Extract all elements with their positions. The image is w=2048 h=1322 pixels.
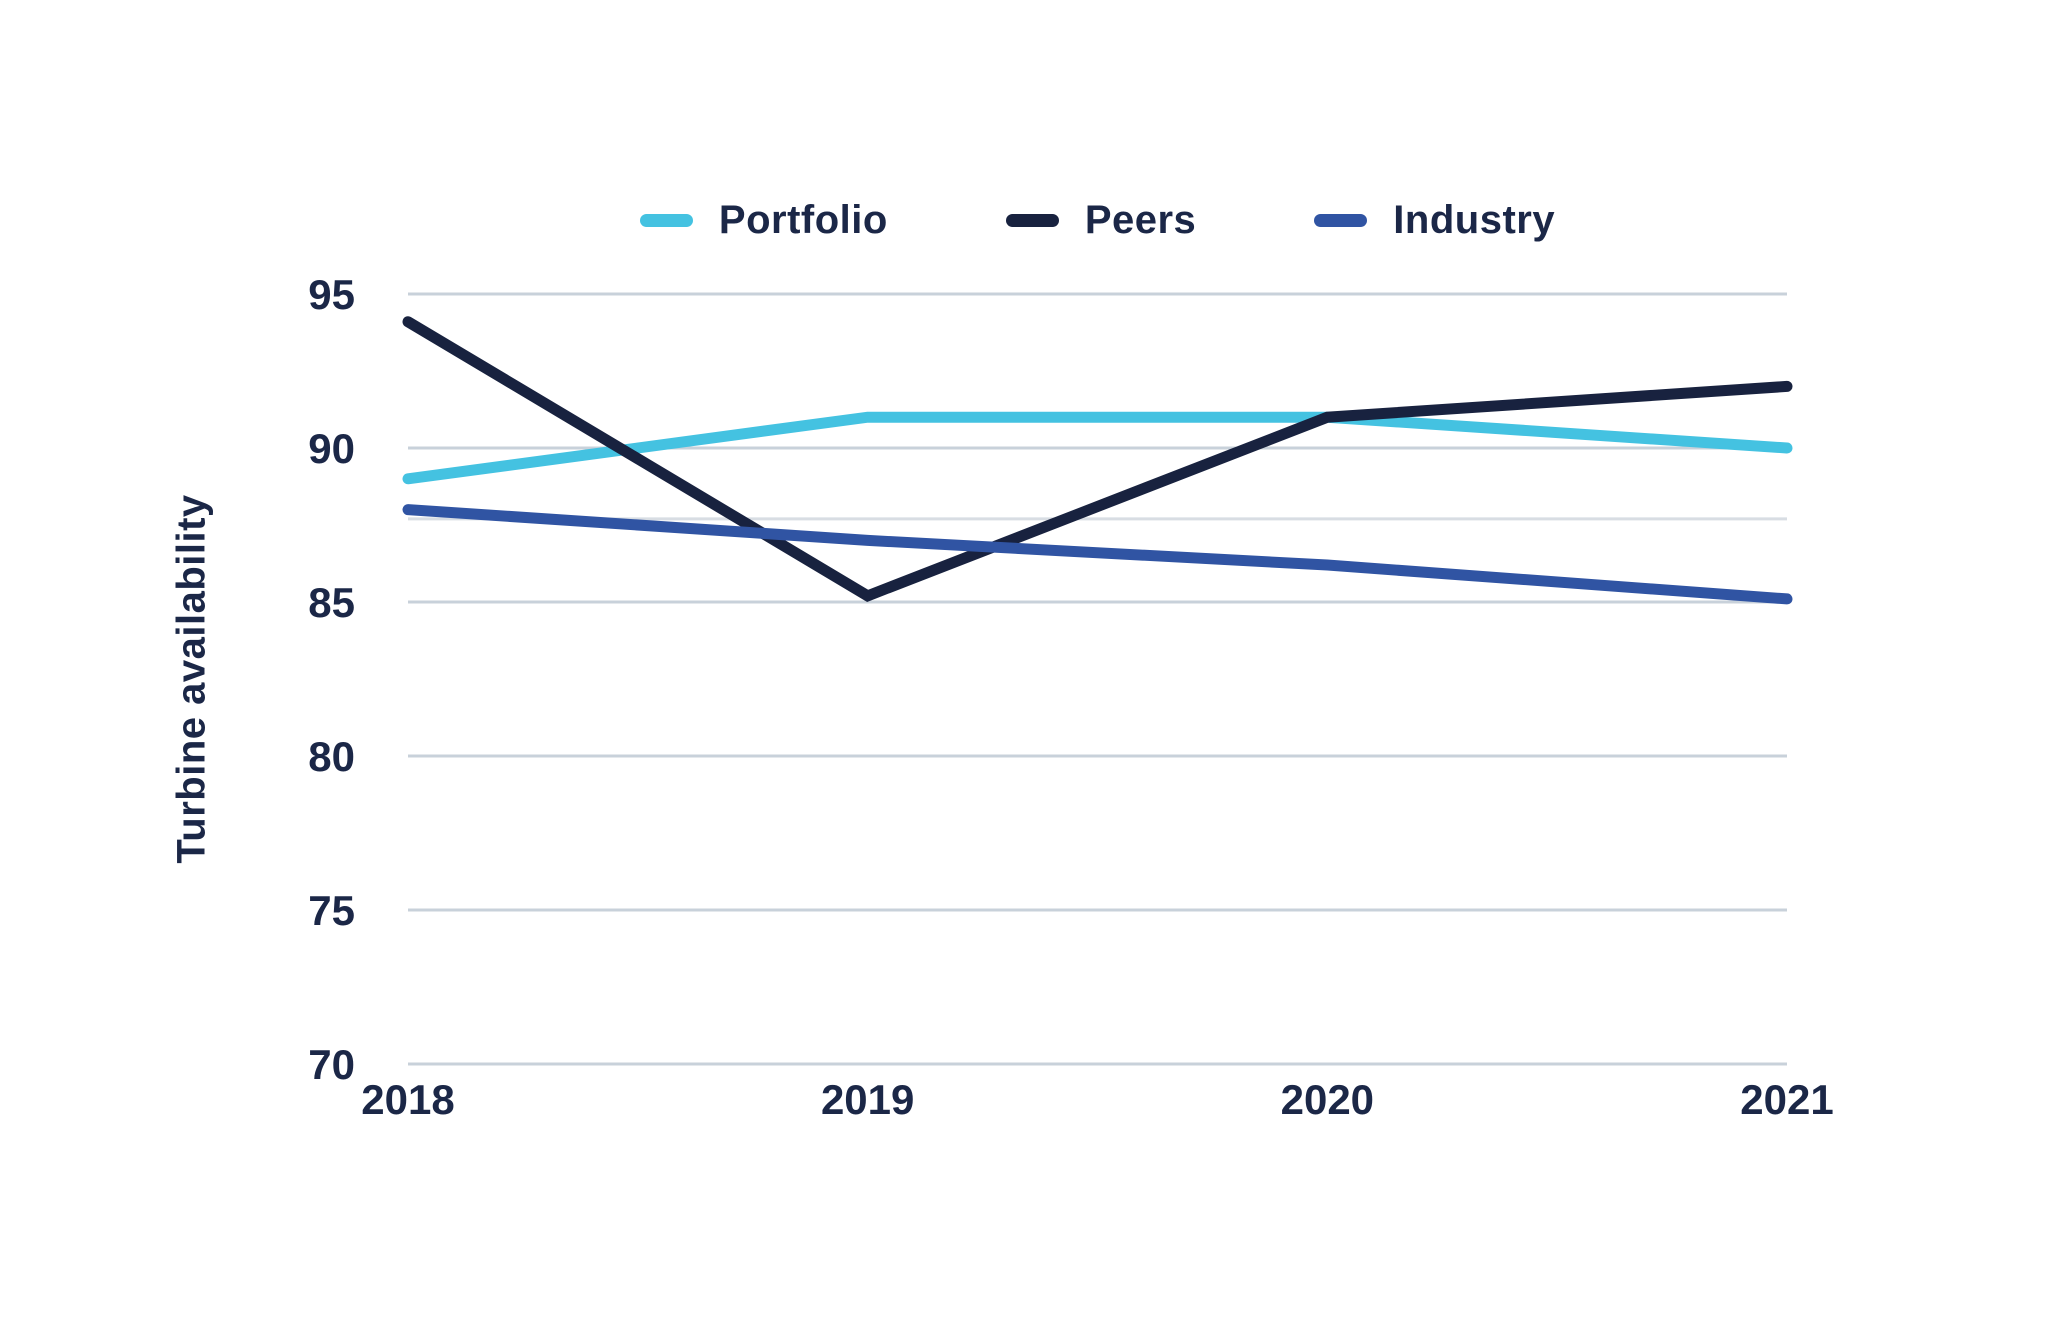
- legend-item-portfolio: Portfolio: [639, 197, 888, 243]
- y-tick-label-85: 85: [308, 579, 355, 626]
- series-line-peers: [402, 316, 1793, 602]
- legend-label-portfolio: Portfolio: [718, 197, 888, 242]
- x-tick-label-2019: 2019: [821, 1076, 914, 1123]
- industry-swatch-icon: [1314, 213, 1368, 227]
- x-tick-label-2021: 2021: [1740, 1076, 1833, 1123]
- y-tick-label-70: 70: [308, 1041, 355, 1088]
- legend: Portfolio Peers Industry: [408, 192, 1787, 248]
- legend-label-industry: Industry: [1393, 197, 1556, 242]
- legend-item-industry: Industry: [1314, 198, 1555, 243]
- x-tick-label-2018: 2018: [361, 1076, 454, 1123]
- legend-label-peers: Peers: [1084, 197, 1197, 242]
- y-tick-label-95: 95: [308, 271, 355, 318]
- peers-swatch-icon: [1005, 213, 1059, 227]
- y-tick-label-75: 75: [308, 887, 355, 934]
- portfolio-swatch-icon: [639, 213, 693, 227]
- x-tick-label-2020: 2020: [1281, 1076, 1374, 1123]
- legend-item-peers: Peers: [1005, 197, 1197, 243]
- y-axis-title: Turbine availability: [169, 494, 214, 864]
- y-tick-label-80: 80: [308, 733, 355, 780]
- y-tick-label-90: 90: [308, 425, 355, 472]
- series-line-portfolio: [402, 411, 1793, 485]
- series-line-industry: [402, 504, 1793, 605]
